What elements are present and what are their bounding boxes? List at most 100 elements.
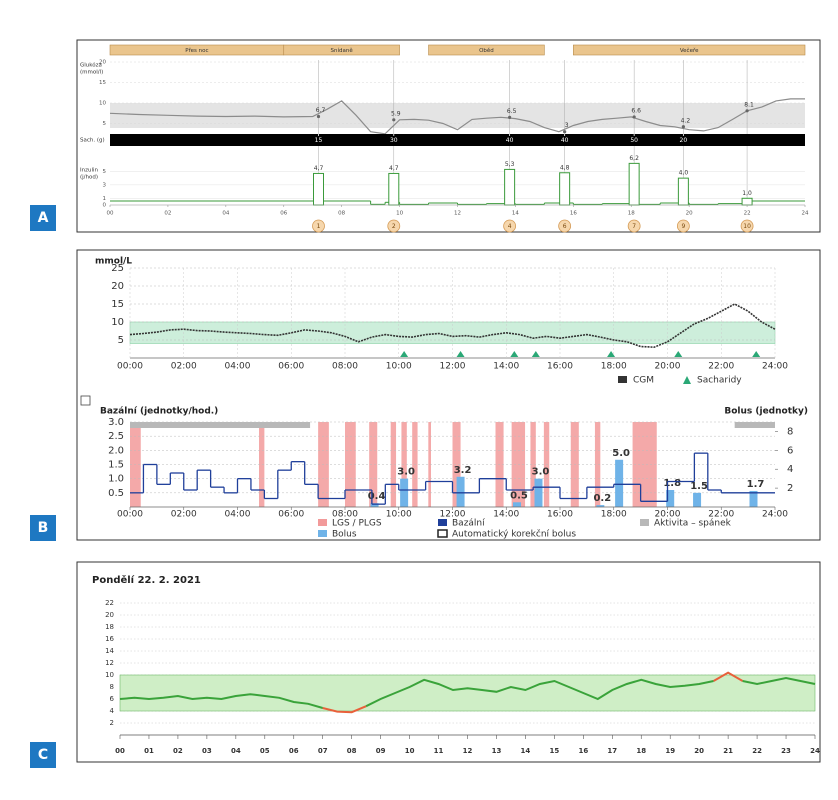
bolus-bar bbox=[370, 503, 379, 507]
carb-marker bbox=[752, 351, 761, 357]
x-tick-label: 10 bbox=[396, 211, 403, 217]
y-tick-label: 10 bbox=[99, 101, 106, 107]
lgs-band bbox=[594, 422, 601, 507]
bolus-bar bbox=[677, 177, 689, 206]
x-tick-label: 22:00 bbox=[708, 362, 734, 372]
y-tick-label: 6 bbox=[110, 695, 115, 703]
lgs-band bbox=[530, 422, 536, 507]
carbs-label: Sach. (g) bbox=[80, 138, 105, 144]
bolus-bar bbox=[456, 476, 465, 507]
glucose-point bbox=[563, 130, 567, 134]
bolus-label: 5,3 bbox=[505, 161, 515, 168]
bolus-bar bbox=[388, 172, 400, 206]
x-tick-label: 12 bbox=[454, 211, 461, 217]
x-tick-label: 08 bbox=[347, 747, 357, 755]
x-tick-label: 14 bbox=[512, 211, 519, 217]
activity-bar bbox=[734, 422, 775, 428]
x-tick-label: 19 bbox=[665, 747, 675, 755]
x-tick-label: 06:00 bbox=[278, 510, 304, 520]
y-tick-label: 3.0 bbox=[108, 417, 124, 428]
carbs-row bbox=[110, 134, 805, 146]
target-band bbox=[110, 103, 805, 129]
bolus-label: 4,7 bbox=[314, 165, 324, 172]
y-tick-label: 16 bbox=[105, 635, 114, 643]
event-label: 4 bbox=[508, 223, 512, 230]
period-bar bbox=[573, 44, 806, 56]
bolus-label: 5.0 bbox=[612, 448, 630, 459]
bolus-label: 4,0 bbox=[679, 170, 689, 177]
x-tick-label: 04 bbox=[222, 211, 229, 217]
bolus-bar bbox=[666, 490, 675, 507]
x-tick-label: 15 bbox=[550, 747, 560, 755]
x-tick-label: 02:00 bbox=[171, 362, 197, 372]
bolus-label: 4,7 bbox=[389, 165, 399, 172]
carbs-value: 40 bbox=[561, 137, 569, 144]
glucose-label: 4.2 bbox=[681, 117, 691, 124]
glucose-label: 3 bbox=[565, 122, 569, 129]
lgs-band bbox=[369, 422, 378, 507]
bolus-bar bbox=[741, 197, 753, 206]
bolus-bar bbox=[559, 172, 571, 206]
lgs-band bbox=[428, 422, 431, 507]
event-label: 2 bbox=[392, 223, 396, 230]
x-tick-label: 07 bbox=[318, 747, 328, 755]
glucose-line bbox=[742, 676, 816, 686]
x-tick-label: 17 bbox=[607, 747, 617, 755]
bolus-label: 0.4 bbox=[368, 491, 386, 502]
y2-tick-label: 8 bbox=[787, 426, 793, 437]
glucose-line bbox=[119, 693, 323, 709]
bolus-label: 3.0 bbox=[397, 467, 415, 478]
x-tick-label: 03 bbox=[202, 747, 212, 755]
y-tick-label: 12 bbox=[105, 659, 114, 667]
x-tick-label: 16 bbox=[570, 211, 577, 217]
bolus-bar bbox=[628, 162, 640, 206]
bolus-bar bbox=[749, 490, 758, 507]
panel-label-box bbox=[30, 742, 56, 768]
axis-label: (j/hod) bbox=[80, 175, 98, 181]
carb-marker bbox=[531, 351, 540, 357]
glucose-point bbox=[392, 118, 396, 122]
x-tick-label: 14 bbox=[521, 747, 531, 755]
y-tick-label: 4 bbox=[110, 707, 115, 715]
glucose-label: 8.1 bbox=[744, 101, 754, 108]
lgs-band bbox=[452, 422, 461, 507]
legend-label: Bazální bbox=[452, 519, 485, 529]
glucose-point bbox=[745, 109, 749, 113]
y-tick-label: 15 bbox=[99, 80, 106, 86]
x-tick-label: 04:00 bbox=[225, 362, 251, 372]
y2-tick-label: 2 bbox=[787, 483, 793, 494]
target-band bbox=[119, 674, 816, 712]
x-tick-label: 02 bbox=[173, 747, 183, 755]
glucose-point bbox=[632, 115, 636, 119]
axis-label: (mmol/l) bbox=[80, 70, 103, 76]
chart-title: Pondělí 22. 2. 2021 bbox=[92, 574, 201, 586]
y-tick-label: 25 bbox=[111, 263, 124, 274]
glucose-line bbox=[713, 671, 744, 682]
bolus-bar bbox=[534, 478, 543, 507]
x-tick-label: 21 bbox=[723, 747, 733, 755]
legend-label: Automatický korekční bolus bbox=[452, 529, 576, 540]
y2-tick-label: 6 bbox=[787, 445, 793, 456]
event-label: 6 bbox=[563, 223, 567, 230]
glucose-label: 5.9 bbox=[391, 110, 401, 117]
event-label: 10 bbox=[743, 223, 751, 230]
y-tick-label: 20 bbox=[111, 281, 124, 292]
panel-label: B bbox=[38, 520, 49, 536]
event-label: 7 bbox=[632, 223, 636, 230]
period-bar bbox=[283, 44, 400, 56]
event-marker bbox=[627, 219, 641, 233]
y-tick-label: 10 bbox=[105, 671, 114, 679]
bolus-bar bbox=[513, 502, 521, 507]
legend-swatch bbox=[318, 519, 327, 526]
period-label: Snídaně bbox=[331, 47, 354, 54]
bolus-bar bbox=[615, 459, 624, 507]
y-tick-label: 8 bbox=[110, 683, 114, 691]
x-tick-label: 24:00 bbox=[762, 510, 788, 520]
x-tick-label: 04 bbox=[231, 747, 241, 755]
panel-label: A bbox=[38, 210, 49, 226]
bolus-label: 1.5 bbox=[690, 481, 708, 492]
legend-label: CGM bbox=[633, 376, 654, 386]
panel-label: C bbox=[38, 747, 48, 763]
bolus-label: 0.5 bbox=[510, 490, 528, 501]
x-tick-label: 18:00 bbox=[601, 510, 627, 520]
